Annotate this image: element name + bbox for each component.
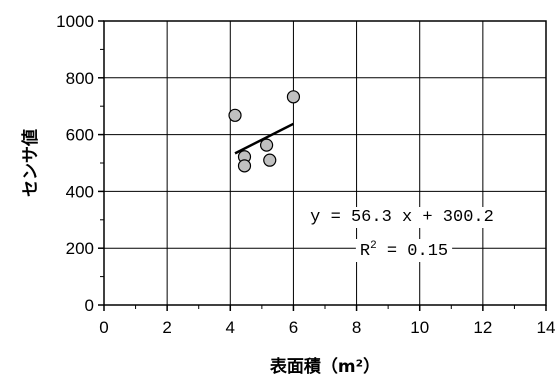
y-tick-labels: 0 200 400 600 800 1000 [56, 12, 94, 315]
data-point [228, 108, 242, 122]
x-tick-label: 2 [162, 318, 171, 337]
plot-area-frame [103, 20, 547, 306]
y-tick-label: 0 [85, 296, 94, 315]
y-tick-label: 800 [66, 69, 94, 88]
x-axis-title: 表面積（m²） [270, 356, 380, 377]
regression-annotation: y = 56.3 x + 300.2 R2 = 0.15 [306, 207, 498, 262]
x-tick-label: 10 [410, 318, 429, 337]
r-squared-label: R2 = 0.15 [360, 240, 448, 261]
y-tick-label: 1000 [56, 12, 94, 31]
equation-label: y = 56.3 x + 300.2 [310, 208, 494, 227]
r2-superscript: 2 [370, 240, 377, 252]
trend-line [234, 122, 294, 155]
data-points [228, 90, 301, 173]
x-tick-label: 4 [226, 318, 235, 337]
x-tick-label: 6 [289, 318, 298, 337]
r2-symbol: R [360, 242, 370, 261]
data-point [286, 90, 301, 104]
x-tick-label: 14 [537, 318, 556, 337]
data-point [263, 153, 277, 167]
x-tick-labels: 0 2 4 6 8 10 12 14 [99, 318, 555, 337]
y-tick-label: 400 [66, 182, 94, 201]
x-axis-title-text: 表面積（m²） [270, 356, 380, 377]
r2-value: = 0.15 [377, 242, 448, 261]
grid [104, 21, 546, 305]
y-tick-label: 600 [66, 126, 94, 145]
x-tick-label: 8 [352, 318, 361, 337]
x-tick-label: 12 [473, 318, 492, 337]
tick-marks [98, 20, 547, 311]
data-point [259, 138, 274, 152]
y-axis-title: センサ値 [20, 129, 41, 197]
y-tick-label: 200 [66, 239, 94, 258]
x-tick-label: 0 [99, 318, 108, 337]
data-point [237, 159, 252, 173]
